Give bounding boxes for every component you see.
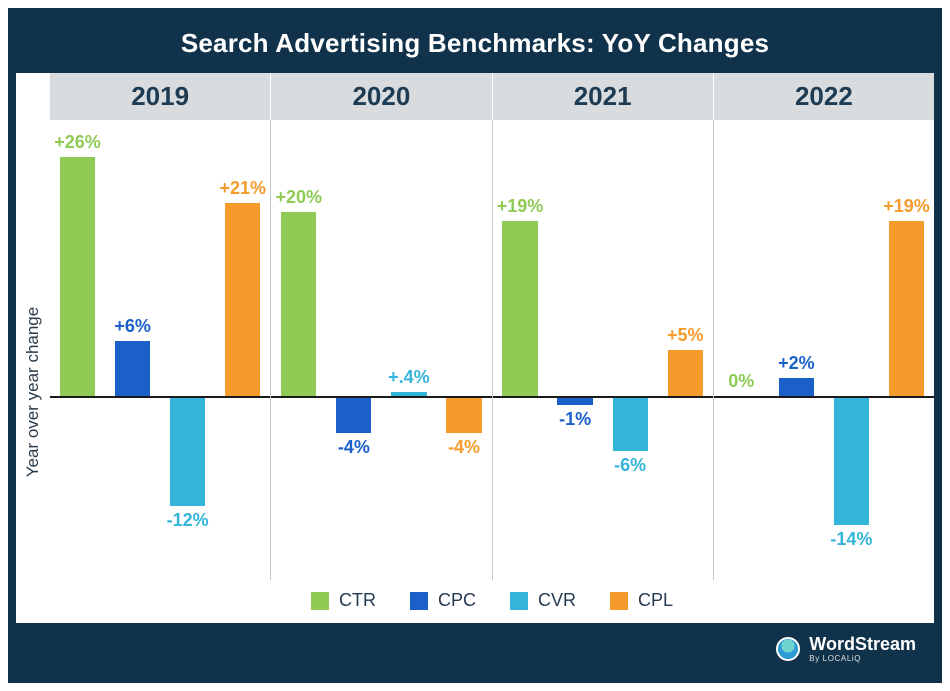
brand-name: WordStream <box>809 635 916 653</box>
year-header: 2021 <box>493 73 714 120</box>
chart-title: Search Advertising Benchmarks: YoY Chang… <box>16 16 934 73</box>
bar-value-label: +20% <box>276 187 323 208</box>
year-header-row: 2019202020212022 <box>50 73 934 120</box>
outer-frame: Search Advertising Benchmarks: YoY Chang… <box>0 0 950 691</box>
bar-slot: -1% <box>548 120 603 580</box>
legend-label: CTR <box>339 590 376 611</box>
bar <box>889 221 924 396</box>
bar-slot: +26% <box>50 120 105 580</box>
year-panel: +19% -1% -6% +5% <box>493 120 714 580</box>
legend-label: CPC <box>438 590 476 611</box>
y-axis-label: Year over year change <box>23 307 43 477</box>
bar <box>834 396 869 525</box>
legend-swatch-icon <box>311 592 329 610</box>
legend-item: CTR <box>311 590 376 611</box>
bar-group: +26% +6% -12% +21% <box>50 120 270 580</box>
bar-slot: -4% <box>436 120 491 580</box>
bar-group: 0% +2% -14% +19% <box>714 120 934 580</box>
bar <box>281 212 316 396</box>
year-panel: +20% -4% +.4% -4% <box>271 120 492 580</box>
bar-slot: +5% <box>658 120 713 580</box>
bar <box>613 396 648 451</box>
legend-swatch-icon <box>510 592 528 610</box>
bar-slot: -12% <box>160 120 215 580</box>
bar-group: +19% -1% -6% +5% <box>493 120 713 580</box>
bar <box>115 341 150 396</box>
bar-group: +20% -4% +.4% -4% <box>271 120 491 580</box>
bar-slot: -4% <box>326 120 381 580</box>
bar-slot: 0% <box>714 120 769 580</box>
bar-value-label: +6% <box>114 316 151 337</box>
bar <box>170 396 205 506</box>
bar <box>668 350 703 396</box>
year-panel: +26% +6% -12% +21% <box>50 120 271 580</box>
bar <box>336 396 371 433</box>
bar-slot: +6% <box>105 120 160 580</box>
year-header: 2022 <box>714 73 934 120</box>
bar-slot: +2% <box>769 120 824 580</box>
bar <box>225 203 260 396</box>
bar-value-label: +21% <box>219 178 266 199</box>
year-header: 2020 <box>271 73 492 120</box>
bar-value-label: +26% <box>54 132 101 153</box>
plot-row: +26%+6%-12%+21%+20%-4%+.4%-4%+19%-1%-6%+… <box>50 120 934 580</box>
bar <box>446 396 481 433</box>
brand-text: WordStream By LOCALiQ <box>809 635 916 663</box>
brand: WordStream By LOCALiQ <box>776 635 916 663</box>
bar-value-label: -14% <box>830 529 872 550</box>
brand-logo-icon <box>776 637 800 661</box>
chart-body: Year over year change 2019202020212022 +… <box>16 73 934 623</box>
legend-item: CPC <box>410 590 476 611</box>
legend-item: CPL <box>610 590 673 611</box>
bar-value-label: +2% <box>778 353 815 374</box>
bar-slot: +.4% <box>381 120 436 580</box>
bar <box>60 157 95 396</box>
chart-panel: Search Advertising Benchmarks: YoY Chang… <box>8 8 942 683</box>
bar-value-label: 0% <box>728 371 754 392</box>
legend-item: CVR <box>510 590 576 611</box>
legend-swatch-icon <box>610 592 628 610</box>
legend-label: CVR <box>538 590 576 611</box>
y-axis-strip: Year over year change <box>16 73 50 623</box>
bar-value-label: -4% <box>338 437 370 458</box>
bar-value-label: +19% <box>497 196 544 217</box>
bar-slot: -6% <box>603 120 658 580</box>
bar-slot: +21% <box>215 120 270 580</box>
bar <box>557 396 592 405</box>
bar <box>502 221 537 396</box>
brand-byline: By LOCALiQ <box>809 655 916 663</box>
bar-slot: +20% <box>271 120 326 580</box>
footer: WordStream By LOCALiQ <box>16 623 934 675</box>
legend-label: CPL <box>638 590 673 611</box>
bar-slot: +19% <box>493 120 548 580</box>
plot-and-legend: 2019202020212022 +26%+6%-12%+21%+20%-4%+… <box>50 73 934 623</box>
bar <box>779 378 814 396</box>
bar-slot: +19% <box>879 120 934 580</box>
legend-swatch-icon <box>410 592 428 610</box>
year-header: 2019 <box>50 73 271 120</box>
bar-value-label: +5% <box>667 325 704 346</box>
bar-slot: -14% <box>824 120 879 580</box>
bar-value-label: -6% <box>614 455 646 476</box>
bar-value-label: -4% <box>448 437 480 458</box>
bar-value-label: -1% <box>559 409 591 430</box>
bar-value-label: -12% <box>167 510 209 531</box>
legend: CTR CPC CVR CPL <box>50 580 934 623</box>
bar <box>391 392 426 396</box>
bar-value-label: +19% <box>883 196 930 217</box>
year-panel: 0% +2% -14% +19% <box>714 120 934 580</box>
bar-value-label: +.4% <box>388 367 430 388</box>
